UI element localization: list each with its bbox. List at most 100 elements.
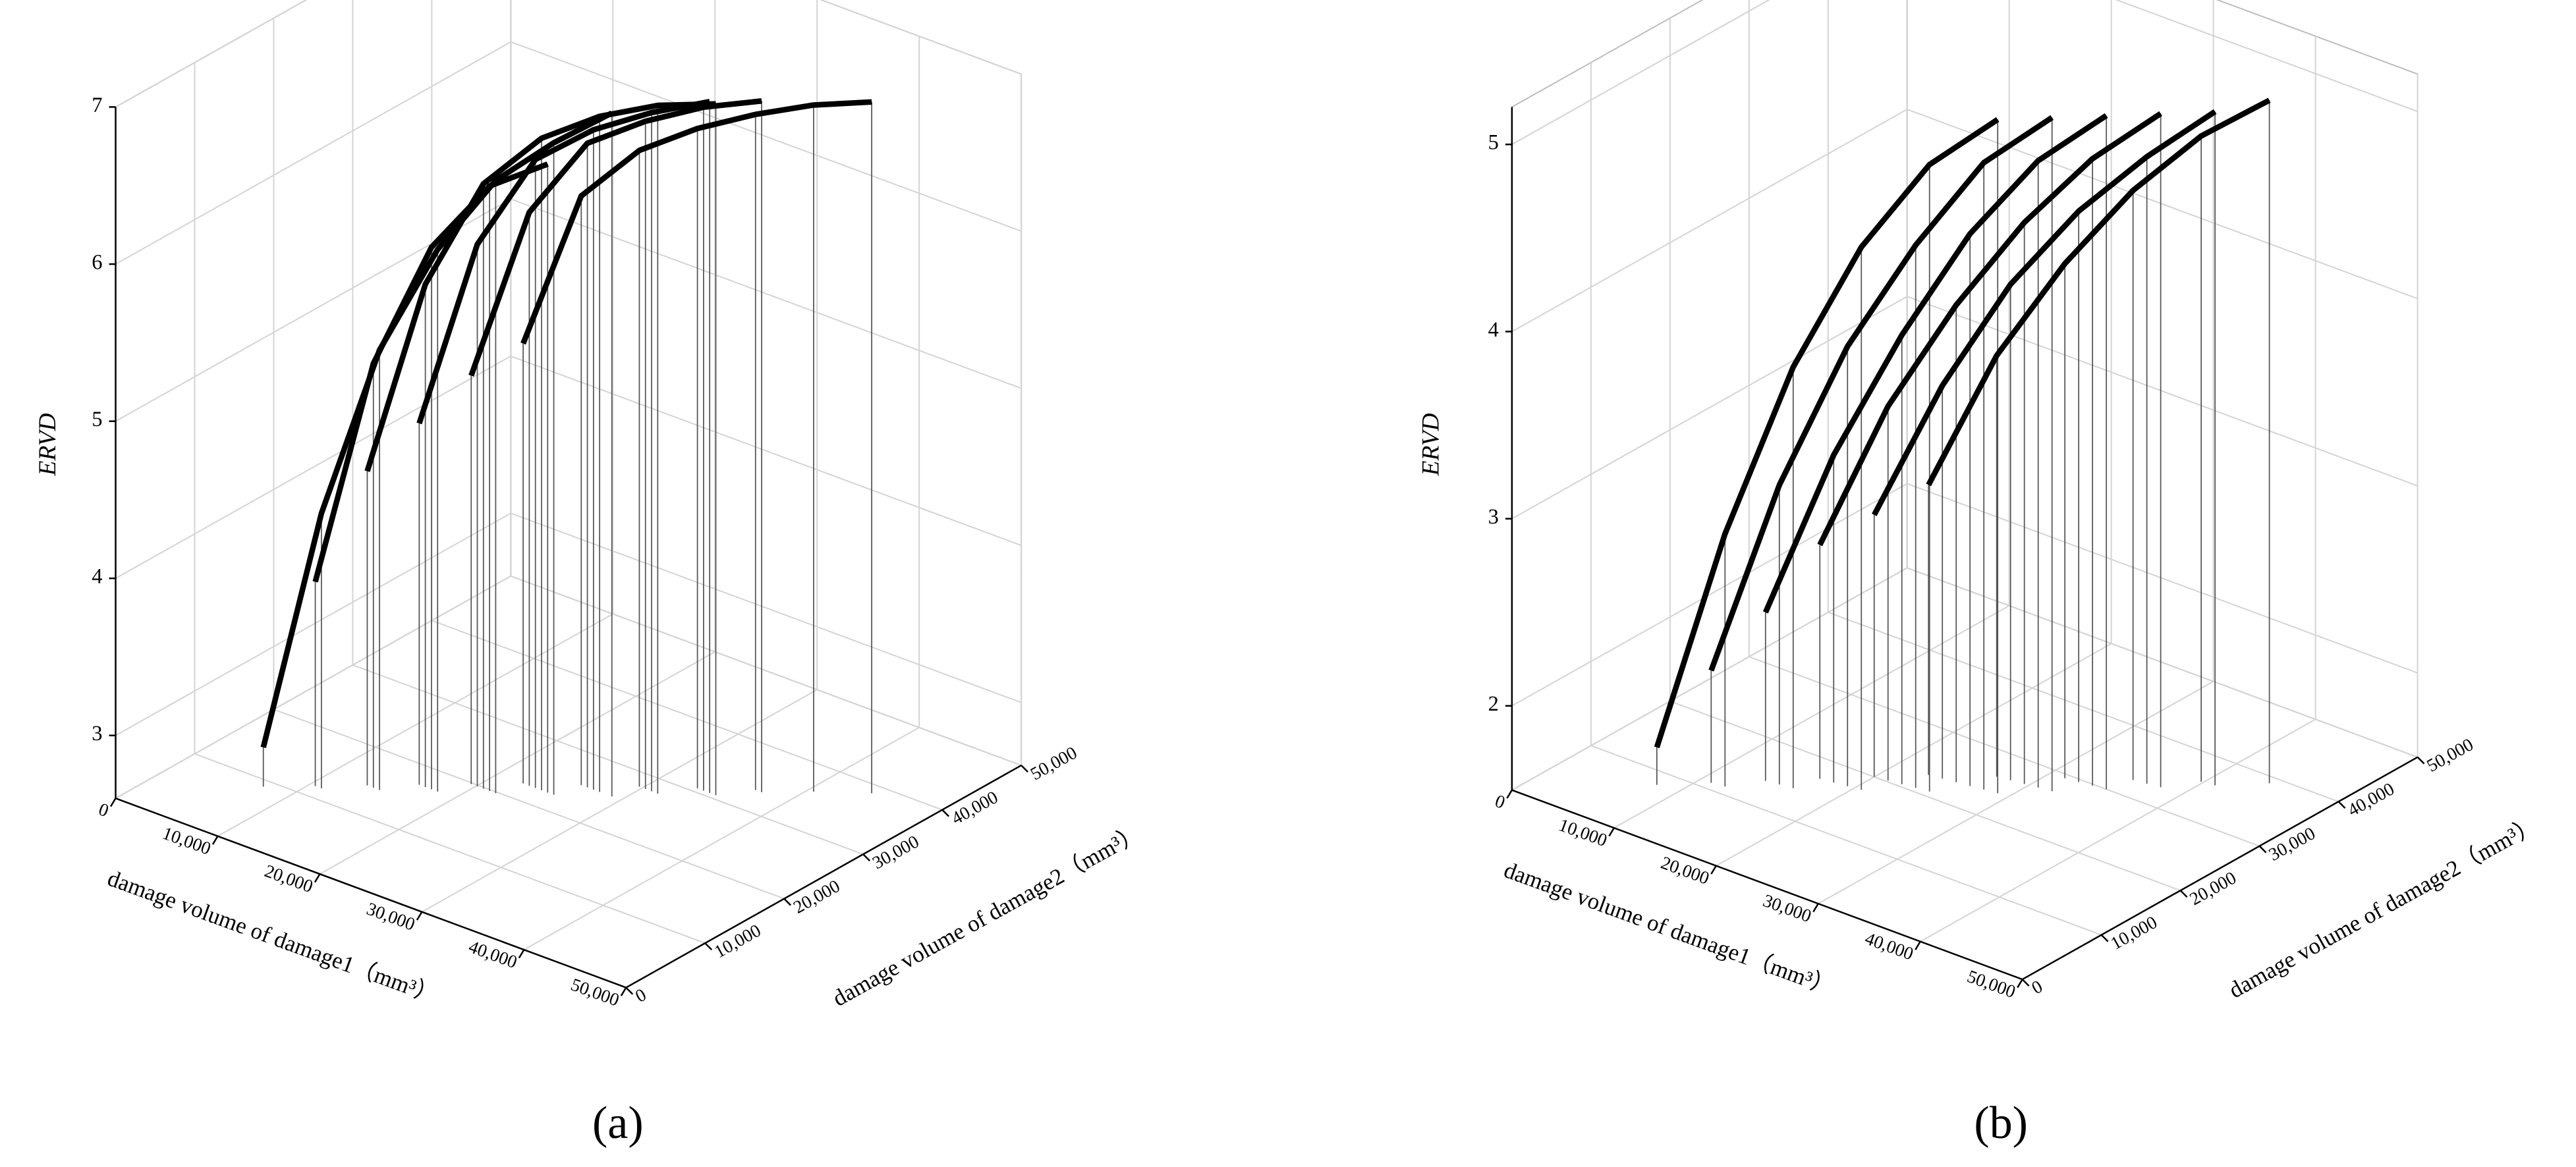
y-tick-label: 20,000 <box>2187 867 2240 909</box>
panel-caption: (a) <box>592 1098 644 1149</box>
grid-line <box>1716 643 2112 867</box>
y-axis <box>2022 756 2419 981</box>
grid-line <box>510 198 1022 389</box>
grid-line <box>115 512 511 736</box>
x-tick <box>314 873 321 883</box>
grid-line <box>510 355 1022 547</box>
series-line <box>468 98 762 377</box>
x-axis-title: damage volume of damage1（mm³） <box>104 865 441 1009</box>
series-line <box>312 161 549 583</box>
z-axis-title: ERVD <box>34 413 61 476</box>
y-tick <box>862 854 871 862</box>
series-line <box>520 99 872 345</box>
x-tick <box>1608 827 1615 837</box>
grid-line <box>319 651 715 875</box>
grid-line <box>352 664 864 855</box>
y-axis-title: damage volume of damage2（mm³） <box>828 820 1146 1012</box>
y-axis <box>625 765 1022 989</box>
x-axis <box>1511 789 2023 981</box>
grid-line <box>1613 605 2010 829</box>
x-tick-label: 10,000 <box>160 823 213 859</box>
z-axis-title: ERVD <box>1418 413 1445 476</box>
x-tick <box>518 949 525 959</box>
left-wall <box>115 0 512 800</box>
y-tick-label: 10,000 <box>2108 912 2161 954</box>
y-tick-label: 50,000 <box>1027 743 1080 784</box>
grid-line <box>115 0 308 108</box>
series-line <box>1762 113 2108 614</box>
grid-line <box>510 41 1022 232</box>
y-tick <box>941 809 950 817</box>
y-tick-label: 10,000 <box>711 920 764 962</box>
x-tick <box>1710 865 1717 875</box>
grid-line <box>1669 700 2181 892</box>
x-tick <box>1506 790 1513 799</box>
grid-line <box>1907 567 2418 758</box>
y-tick-label: 40,000 <box>948 787 1001 828</box>
y-tick <box>1021 765 1028 773</box>
x-tick-label: 20,000 <box>262 861 316 896</box>
x-tick-label: 40,000 <box>1862 929 1916 964</box>
grid-line <box>273 709 785 900</box>
z-tick-label: 3 <box>1488 505 1499 529</box>
grid-line <box>115 575 511 800</box>
z-tick-label: 2 <box>1488 692 1499 716</box>
grid-line <box>421 689 818 913</box>
y-tick-label: 0 <box>2029 976 2046 998</box>
z-tick-label: 3 <box>92 722 102 746</box>
x-tick-label: 30,000 <box>364 899 418 935</box>
series-line <box>260 110 613 748</box>
y-tick <box>783 898 792 906</box>
z-tick-label: 4 <box>1488 318 1499 342</box>
x-tick-label: 40,000 <box>466 936 520 972</box>
y-tick-label: 30,000 <box>2266 823 2319 865</box>
grid-line <box>2115 0 2418 113</box>
z-tick-label: 6 <box>92 250 102 274</box>
x-tick <box>1915 940 1921 950</box>
x-tick-label: 20,000 <box>1658 853 1712 888</box>
grid-line <box>115 355 511 580</box>
series-line <box>1654 117 2000 749</box>
grid-line <box>1511 483 1908 707</box>
y-axis-title: damage volume of damage2（mm³） <box>2225 811 2543 1003</box>
z-tick-label: 7 <box>92 94 102 117</box>
grid-line <box>1590 745 2102 936</box>
y-tick <box>2100 934 2109 942</box>
grid-line <box>217 613 613 837</box>
grid-line <box>194 753 706 944</box>
y-tick-label: 20,000 <box>790 876 843 917</box>
grid-line <box>510 512 1022 703</box>
grid-line <box>1828 611 2339 803</box>
y-tick <box>625 987 634 995</box>
x-tick-label: 30,000 <box>1760 890 1814 926</box>
grid-line <box>1907 483 2418 674</box>
grid-line <box>1818 680 2214 904</box>
grid-line <box>1749 656 2260 847</box>
x-tick <box>2017 979 2023 989</box>
x-tick-label: 10,000 <box>1556 815 1610 850</box>
x-tick-label: 50,000 <box>569 975 622 1010</box>
series-line <box>1708 115 2054 672</box>
panel-caption: (b) <box>1974 1098 2028 1149</box>
x-axis-title: damage volume of damage1（mm³） <box>1501 857 1838 1000</box>
series-line <box>1871 109 2217 516</box>
grid-line <box>1511 567 1908 791</box>
x-tick-label: 0 <box>96 799 111 821</box>
x-axis <box>115 797 627 989</box>
y-tick-label: 40,000 <box>2344 779 2397 821</box>
y-tick <box>2417 756 2425 765</box>
grid-line <box>1511 296 1908 520</box>
y-tick-label: 50,000 <box>2423 734 2477 776</box>
z-tick-label: 5 <box>92 408 102 431</box>
series-line <box>1926 97 2271 487</box>
y-tick <box>2338 801 2346 809</box>
series-line <box>416 99 710 425</box>
x-tick-label: 50,000 <box>1965 966 2018 1002</box>
grid-line <box>510 575 1022 767</box>
grid-line <box>1511 0 1770 146</box>
x-tick-label: 0 <box>1492 791 1507 813</box>
x-tick <box>416 911 423 921</box>
grid-line <box>115 41 511 265</box>
